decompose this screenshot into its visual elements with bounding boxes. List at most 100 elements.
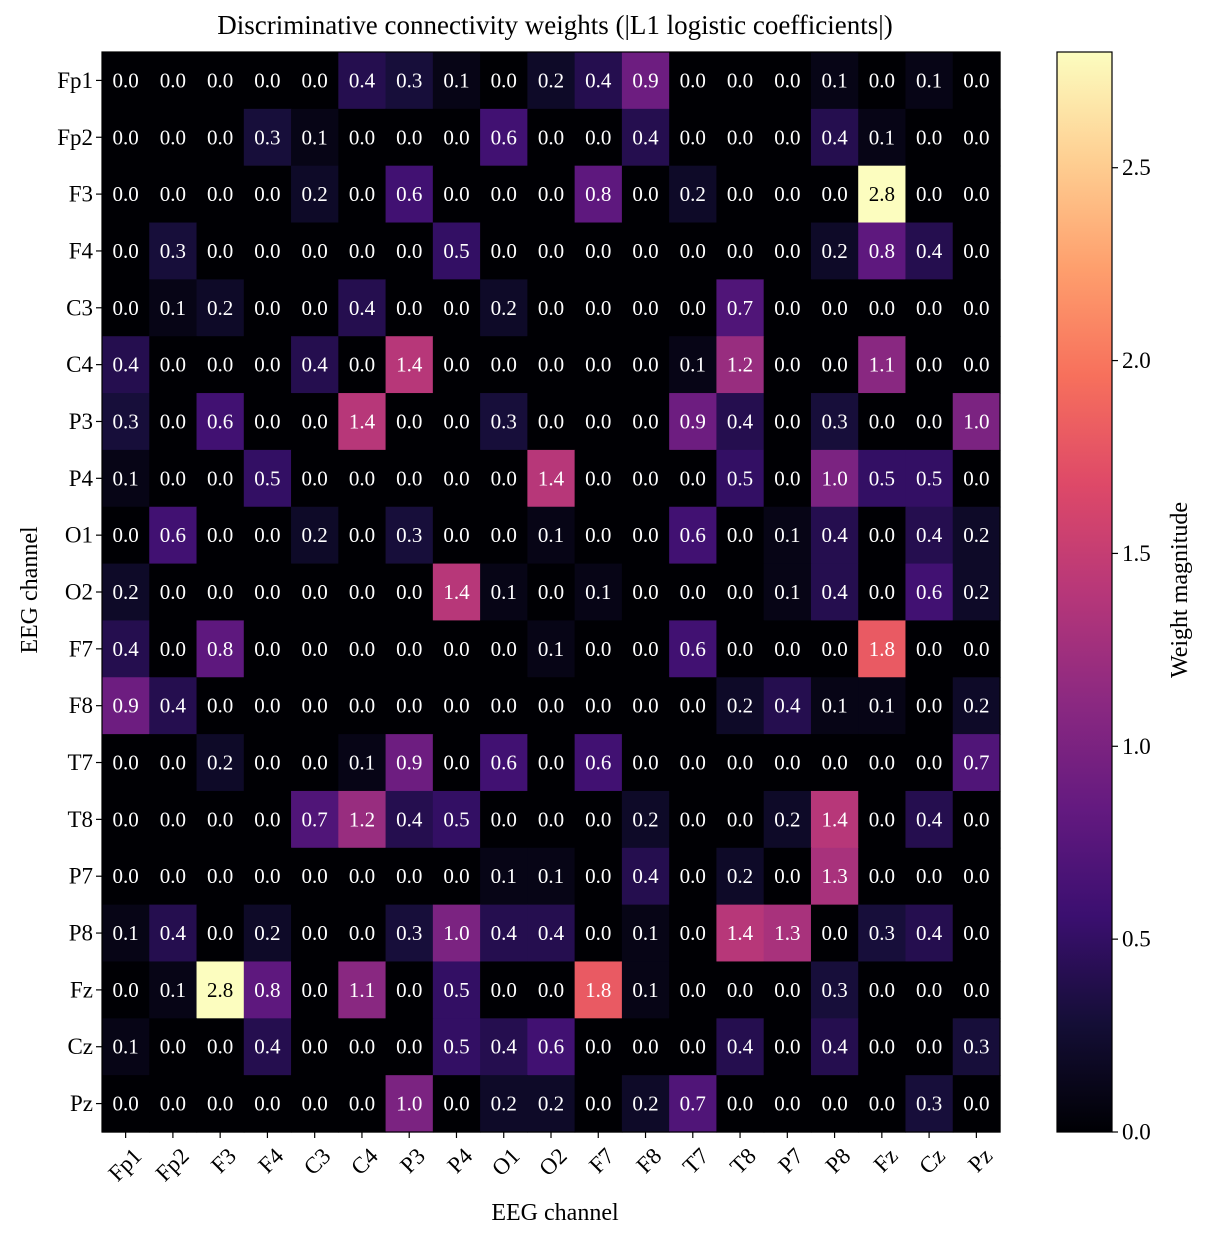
cell-value-label: 0.0: [160, 68, 186, 92]
cell-value-label: 0.0: [585, 466, 611, 490]
heatmap-cell: [574, 506, 623, 565]
cell-value-label: 0.4: [302, 353, 329, 377]
heatmap-cell: [621, 904, 670, 963]
heatmap-cell: [905, 563, 954, 622]
heatmap-cell: [432, 336, 481, 394]
cell-value-label: 1.0: [443, 921, 469, 945]
cell-value-label: 0.4: [916, 523, 943, 547]
heatmap-cell: [952, 1018, 1001, 1076]
heatmap-cell: [574, 677, 623, 735]
heatmap-cell: [102, 336, 150, 394]
heatmap-cell: [196, 222, 245, 280]
heatmap-cell: [763, 904, 812, 963]
cell-value-label: 0.0: [869, 409, 895, 433]
cell-value-label: 0.2: [302, 523, 328, 547]
heatmap-cell: [432, 279, 481, 337]
colorbar-label: Weight magnitude: [1167, 502, 1193, 678]
heatmap-cell: [527, 393, 576, 451]
heatmap-cell: [763, 1018, 812, 1076]
y-tick-label: O1: [65, 523, 93, 548]
y-tick-label: Fp2: [57, 125, 93, 150]
heatmap-cell: [574, 847, 623, 906]
heatmap-cell: [905, 904, 954, 963]
cell-value-label: 0.0: [538, 296, 564, 320]
cell-value-label: 0.0: [916, 353, 942, 377]
cell-value-label: 0.7: [680, 1092, 706, 1116]
heatmap-cell: [952, 847, 1001, 906]
heatmap-cell: [385, 506, 434, 565]
cell-value-label: 0.0: [254, 523, 280, 547]
heatmap-cell: [669, 563, 718, 622]
cell-value-label: 0.4: [916, 807, 943, 831]
cell-value-label: 1.0: [821, 466, 847, 490]
heatmap-cell: [196, 506, 245, 565]
heatmap-cell: [810, 506, 859, 565]
cell-value-label: 0.0: [443, 523, 469, 547]
heatmap-cell: [480, 1075, 528, 1133]
heatmap-cell: [385, 734, 434, 792]
heatmap-cell: [858, 620, 907, 678]
x-tick-label: P7: [773, 1143, 808, 1178]
heatmap-cell: [243, 165, 292, 224]
x-tick-label: T7: [678, 1143, 714, 1179]
cell-value-label: 0.0: [632, 466, 658, 490]
heatmap-cell: [905, 165, 954, 224]
colorbar-tick-label: 2.5: [1122, 155, 1151, 180]
heatmap-cell: [858, 336, 907, 394]
cell-value-label: 0.0: [113, 182, 139, 206]
cell-value-label: 0.3: [491, 409, 517, 433]
heatmap-cell: [338, 904, 387, 963]
cell-value-label: 0.2: [963, 580, 989, 604]
cell-value-label: 0.0: [302, 921, 328, 945]
cell-value-label: 0.0: [113, 239, 139, 263]
heatmap-cell: [432, 165, 481, 224]
heatmap-cell: [716, 449, 765, 508]
heatmap-cell: [905, 506, 954, 565]
cell-value-label: 0.4: [349, 68, 376, 92]
cell-value-label: 0.0: [396, 125, 422, 149]
heatmap-cell: [102, 165, 150, 224]
heatmap-cell: [243, 52, 292, 110]
heatmap-cell: [763, 506, 812, 565]
heatmap-cell: [102, 677, 150, 735]
cell-value-label: 0.0: [349, 694, 375, 718]
cell-value-label: 0.0: [443, 864, 469, 888]
heatmap-cell: [527, 108, 576, 167]
heatmap-cell: [669, 108, 718, 167]
cell-value-label: 0.4: [632, 125, 659, 149]
cell-value-label: 0.0: [160, 1035, 186, 1059]
cell-value-label: 0.0: [869, 978, 895, 1002]
heatmap-cell: [243, 620, 292, 678]
cell-value-label: 0.0: [774, 978, 800, 1002]
cell-value-label: 0.1: [869, 694, 895, 718]
cell-value-label: 0.0: [207, 694, 233, 718]
heatmap-cell: [810, 847, 859, 906]
heatmap-cell: [716, 506, 765, 565]
heatmap-cell: [716, 222, 765, 280]
cell-value-label: 0.0: [349, 1092, 375, 1116]
cell-value-label: 0.1: [632, 978, 658, 1002]
cell-value-label: 0.0: [113, 68, 139, 92]
heatmap-cell: [905, 1018, 954, 1076]
heatmap-cell: [905, 108, 954, 167]
cell-value-label: 0.0: [443, 637, 469, 661]
cell-value-label: 0.0: [349, 1035, 375, 1059]
cell-value-label: 0.3: [254, 125, 280, 149]
y-tick-label: P4: [69, 466, 94, 491]
cell-value-label: 0.1: [821, 694, 847, 718]
cell-value-label: 0.1: [113, 466, 139, 490]
cell-value-label: 0.0: [302, 409, 328, 433]
cell-value-label: 0.0: [207, 182, 233, 206]
cell-value-label: 0.1: [443, 68, 469, 92]
heatmap-cell: [858, 52, 907, 110]
cell-value-label: 0.0: [774, 353, 800, 377]
heatmap-cell: [669, 1075, 718, 1133]
heatmap-cell: [669, 52, 718, 110]
x-tick-label: T8: [725, 1143, 761, 1179]
cell-value-label: 0.3: [869, 921, 895, 945]
heatmap-cell: [621, 677, 670, 735]
y-tick-label: P7: [69, 864, 93, 889]
y-tick-label: Pz: [70, 1091, 93, 1116]
heatmap-cell: [385, 108, 434, 167]
heatmap-cell: [669, 734, 718, 792]
